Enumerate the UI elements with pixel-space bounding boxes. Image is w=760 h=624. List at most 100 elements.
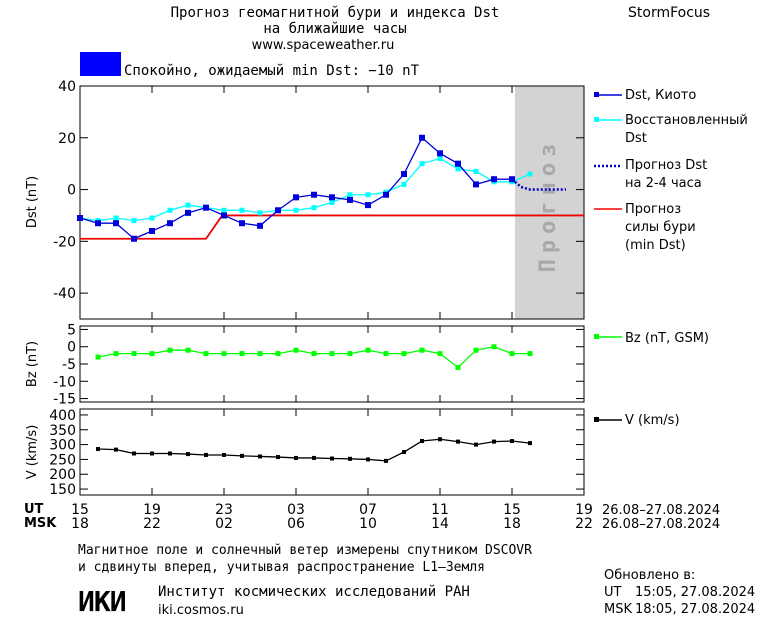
bz-axis-label: Bz (nT)	[25, 341, 40, 387]
v-point	[222, 452, 226, 457]
v-point	[114, 447, 118, 452]
legend-kyoto-marker	[594, 92, 599, 97]
dst-kyoto-line	[79, 136, 512, 240]
legend-restored-marker	[594, 117, 599, 122]
msk-tick-label: 18	[71, 516, 89, 532]
v-point	[312, 455, 316, 460]
v-point	[150, 451, 154, 456]
updated-ut-value: 15:05, 27.08.2024	[635, 585, 755, 600]
legend-storm-label-3: (min Dst)	[625, 238, 686, 253]
legend-storm-forecast: Прогноз силы бури (min Dst)	[594, 202, 696, 253]
ut-tick-label: 07	[359, 502, 377, 518]
dst-kyoto-point	[347, 196, 353, 203]
v-point	[168, 451, 172, 456]
dst-restored-point	[221, 207, 227, 213]
bz-ytick-label: 0	[67, 340, 76, 356]
dst-kyoto-point	[437, 150, 443, 157]
v-point	[204, 452, 208, 457]
dst-kyoto-point	[95, 220, 101, 227]
legend-bz-marker	[594, 334, 599, 339]
updated-ut-label: UT	[604, 585, 622, 600]
bz-point	[419, 347, 425, 353]
bz-point	[185, 347, 191, 353]
dst-restored-point	[149, 215, 155, 221]
dst-kyoto-point	[131, 235, 137, 242]
bz-line	[97, 346, 530, 369]
legend-forecast-label-1: Прогноз Dst	[625, 158, 707, 173]
ut-tick-label: 03	[287, 502, 305, 518]
bz-point	[149, 351, 155, 357]
v-ytick-label: 300	[49, 438, 76, 454]
dst-restored-point	[455, 166, 461, 172]
dst-restored-point	[257, 210, 263, 216]
legend-forecast-dst: Прогноз Dst на 2-4 часа	[594, 158, 707, 191]
v-point	[294, 455, 298, 460]
v-point	[492, 439, 496, 444]
v-ytick-label: 400	[49, 408, 76, 424]
v-point	[528, 441, 532, 446]
msk-row-label: MSK	[24, 516, 57, 531]
dst-kyoto-point	[383, 191, 389, 198]
msk-tick-label: 22	[575, 516, 593, 532]
dst-ytick-label: 0	[67, 183, 76, 199]
site-url[interactable]: www.spaceweather.ru	[252, 38, 395, 53]
v-ytick-label: 350	[49, 423, 76, 439]
legend-storm-label-2: силы бури	[625, 220, 696, 235]
dst-restored-point	[113, 215, 119, 221]
institute-name: Институт космических исследований РАН	[158, 584, 470, 600]
v-point	[348, 456, 352, 461]
v-point	[240, 453, 244, 458]
dst-ytick-label: 40	[58, 79, 76, 95]
bz-point	[239, 351, 245, 357]
msk-tick-labels: 18 22 02 06 10 14 18 22	[71, 516, 593, 532]
v-point	[384, 458, 388, 463]
ut-tick-label: 15	[503, 502, 521, 518]
v-point	[402, 450, 406, 454]
bz-point	[311, 351, 317, 357]
msk-tick-label: 14	[431, 516, 449, 532]
dst-restored-point	[329, 200, 335, 205]
dst-kyoto-point	[221, 212, 227, 219]
v-ytick-label: 200	[49, 467, 76, 483]
legend-dst-restored: Восстановленный Dst	[594, 113, 748, 146]
ut-tick-label: 15	[71, 502, 89, 518]
ut-tick-label: 11	[431, 502, 449, 518]
legend-storm-label-1: Прогноз	[625, 202, 681, 217]
bz-point	[95, 354, 101, 360]
legend-dst-kyoto: Dst, Киото	[594, 88, 696, 103]
bz-point	[329, 351, 335, 357]
dst-restored-point	[437, 155, 443, 161]
dst-ytick-label: -20	[53, 234, 76, 250]
dst-series	[77, 134, 584, 242]
ut-tick-label: 19	[575, 502, 593, 518]
ut-tick-label: 19	[143, 502, 161, 518]
forecast-zone	[515, 86, 584, 319]
legend-restored-label-1: Восстановленный	[625, 113, 748, 128]
bz-ytick-label: -15	[53, 392, 76, 408]
msk-tick-label: 02	[215, 516, 233, 532]
status-text: Спокойно, ожидаемый min Dst: −10 nT	[124, 63, 420, 79]
institute-url[interactable]: iki.cosmos.ru	[158, 603, 244, 618]
dst-restored-point	[239, 207, 245, 213]
page-title-line1: Прогноз геомагнитной бури и индекса Dst	[171, 5, 500, 21]
dst-restored-point	[185, 202, 191, 208]
dst-restored-point	[419, 161, 425, 167]
bz-point	[455, 364, 461, 370]
v-point	[186, 452, 190, 457]
bz-series	[95, 344, 533, 370]
v-point	[438, 437, 442, 442]
status-swatch	[80, 52, 121, 76]
dst-restored-point	[365, 192, 371, 198]
dst-kyoto-point	[203, 204, 209, 211]
msk-tick-label: 22	[143, 516, 161, 532]
bz-point	[473, 347, 479, 353]
storm-forecast-line	[80, 214, 584, 240]
dst-kyoto-point	[77, 215, 83, 222]
bz-point	[167, 347, 173, 353]
bz-point	[113, 351, 119, 357]
iki-logo[interactable]: ИКИ	[78, 585, 127, 618]
dst-restored-point	[527, 171, 533, 177]
legend-v: V (km/s)	[594, 413, 680, 428]
v-axis-label: V (km/s)	[25, 425, 40, 480]
